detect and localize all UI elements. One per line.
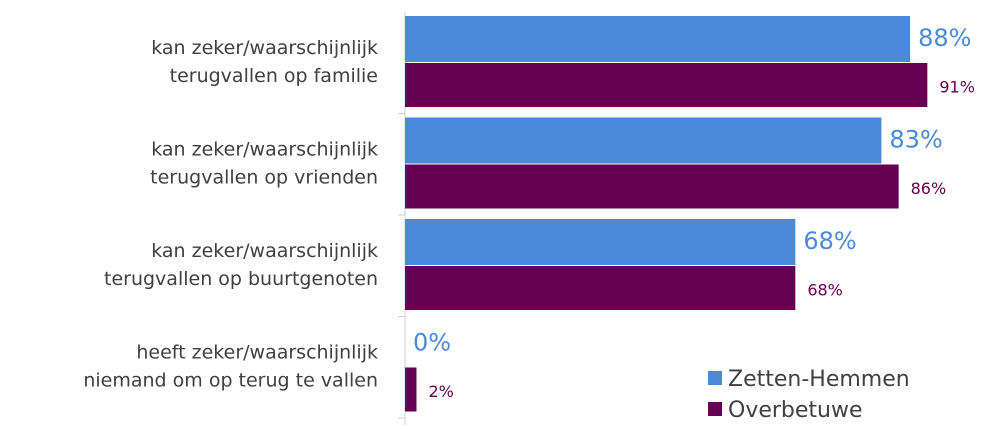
legend-label: Zetten-Hemmen: [728, 367, 910, 392]
category-label: kan zeker/waarschijnlijk terugvallen op b…: [104, 240, 378, 290]
value-label: 88%: [918, 24, 971, 52]
bar: [405, 219, 796, 265]
category-label: kan zeker/waarschijnlijk terugvallen op f…: [151, 37, 378, 87]
bar: [405, 117, 882, 164]
value-label: 91%: [939, 78, 975, 97]
value-label: 2%: [428, 382, 453, 401]
value-label: 68%: [807, 281, 843, 300]
value-label: 86%: [911, 179, 947, 198]
legend-swatch: [708, 371, 722, 385]
category-label: heeft zeker/waarschijnlijk niemand om op …: [83, 341, 378, 391]
value-label: 68%: [803, 227, 856, 255]
bar: [405, 266, 796, 310]
category-label: kan zeker/waarschijnlijk terugvallen op v…: [150, 138, 378, 188]
value-label: 0%: [413, 329, 451, 357]
bar: [405, 63, 928, 107]
legend-swatch: [708, 402, 722, 416]
value-label: 83%: [889, 126, 942, 154]
bar: [405, 16, 911, 62]
bar: [405, 367, 417, 412]
bar: [405, 164, 899, 209]
legend-label: Overbetuwe: [728, 398, 863, 423]
